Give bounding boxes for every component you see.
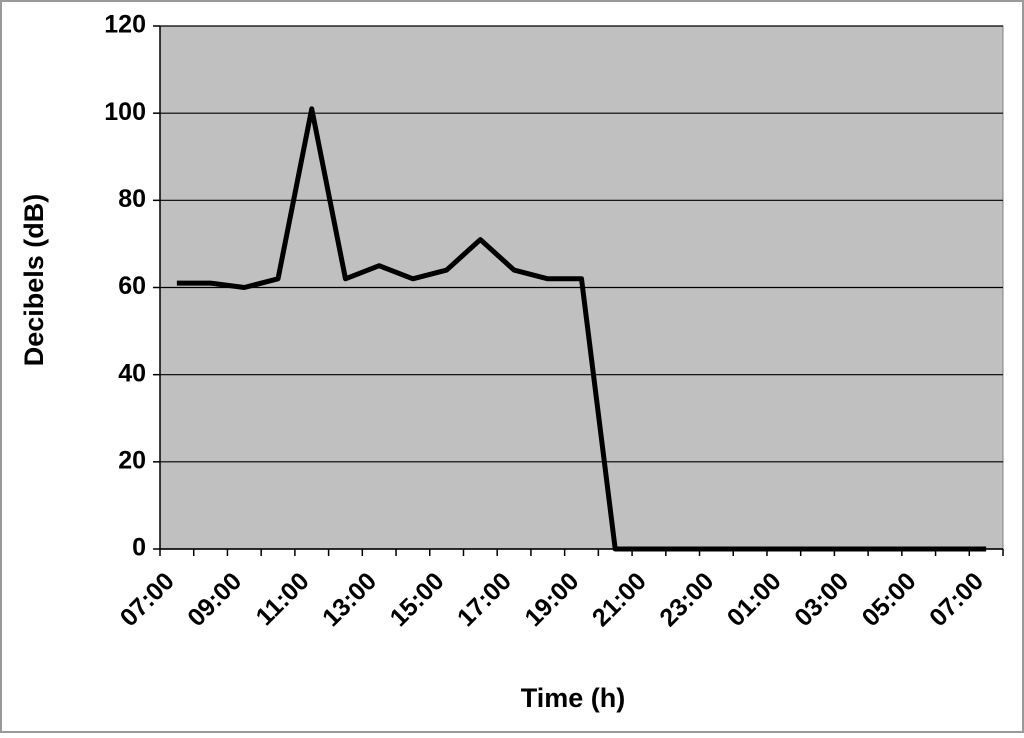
y-tick-label: 100 <box>104 98 146 126</box>
y-tick-label: 80 <box>118 185 146 213</box>
y-tick-label: 0 <box>132 534 146 562</box>
y-tick-label: 20 <box>118 446 146 474</box>
x-axis-title: Time (h) <box>521 683 626 713</box>
y-axis-title: Decibels (dB) <box>19 194 49 367</box>
y-tick-label: 60 <box>118 272 146 300</box>
y-tick-label: 40 <box>118 359 146 387</box>
data-line <box>176 106 987 552</box>
y-tick-label: 120 <box>104 11 146 39</box>
